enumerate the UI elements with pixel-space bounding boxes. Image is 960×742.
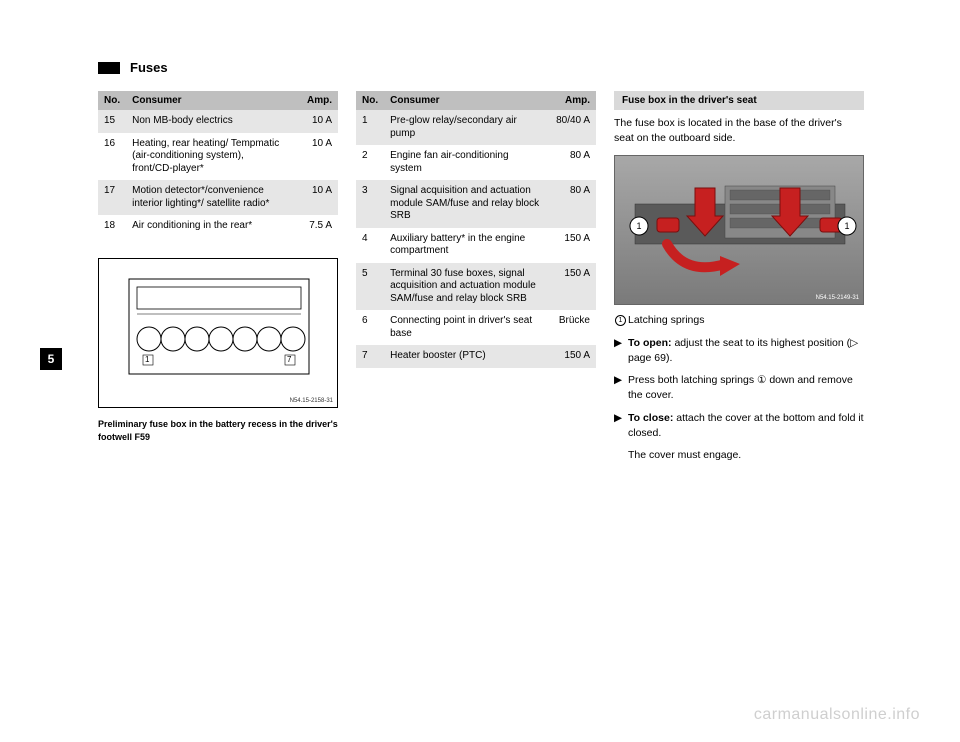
cell-consumer: Signal acquisition and actuation module … bbox=[384, 180, 546, 228]
photo-image-id: N54.15-2149-31 bbox=[816, 295, 859, 301]
cell-amp: 150 A bbox=[546, 263, 596, 311]
outro-text: The cover must engage. bbox=[628, 448, 864, 463]
table-row: 1 Pre-glow relay/secondary air pump 80/4… bbox=[356, 110, 596, 145]
section-title: Fuse box in the driver's seat bbox=[614, 91, 864, 110]
cell-consumer: Heating, rear heating/ Tempmatic (air-co… bbox=[126, 133, 288, 181]
page-header: Fuses bbox=[98, 60, 910, 75]
triangle-icon: ▶ bbox=[614, 411, 628, 440]
table-row: 15 Non MB-body electrics 10 A bbox=[98, 110, 338, 133]
column-1: No. Consumer Amp. 15 Non MB-body electri… bbox=[98, 91, 338, 473]
diagram-image-id: N54.15-2158-31 bbox=[290, 398, 333, 404]
cell-no: 2 bbox=[356, 145, 384, 180]
cell-consumer: Connecting point in driver's seat base bbox=[384, 310, 546, 345]
cell-no: 6 bbox=[356, 310, 384, 345]
col-amp: Amp. bbox=[546, 91, 596, 110]
step-text: To close: attach the cover at the bottom… bbox=[628, 411, 864, 440]
step-item: ▶ To close: attach the cover at the bott… bbox=[614, 411, 864, 440]
cell-amp: 150 A bbox=[546, 345, 596, 368]
col-consumer: Consumer bbox=[384, 91, 546, 110]
diagram-caption: Preliminary fuse box in the battery rece… bbox=[98, 418, 338, 445]
diagram-wrap: 1 7 N54.15-2158-31 Preliminary fuse box … bbox=[98, 258, 338, 445]
cell-amp: 10 A bbox=[288, 180, 338, 215]
diagram-label-right: 7 bbox=[287, 355, 291, 364]
col-consumer: Consumer bbox=[126, 91, 288, 110]
cell-amp: 80 A bbox=[546, 145, 596, 180]
page-title: Fuses bbox=[130, 60, 168, 75]
cell-no: 7 bbox=[356, 345, 384, 368]
cell-consumer: Auxiliary battery* in the engine compart… bbox=[384, 228, 546, 263]
legend-item: 1 Latching springs bbox=[614, 313, 864, 328]
cell-amp: 80/40 A bbox=[546, 110, 596, 145]
content-columns: No. Consumer Amp. 15 Non MB-body electri… bbox=[98, 91, 910, 473]
triangle-icon: ▶ bbox=[614, 336, 628, 365]
circle-1-icon: 1 bbox=[614, 313, 628, 328]
seat-fusebox-photo: 1 1 N54.15-2149-31 bbox=[614, 155, 864, 305]
cell-no: 5 bbox=[356, 263, 384, 311]
fusebox-svg bbox=[99, 259, 339, 409]
cell-consumer: Terminal 30 fuse boxes, signal acquisiti… bbox=[384, 263, 546, 311]
photo-svg: 1 1 bbox=[615, 156, 865, 306]
col-no: No. bbox=[98, 91, 126, 110]
legend-text: Latching springs bbox=[628, 313, 704, 328]
triangle-icon: ▶ bbox=[614, 373, 628, 402]
step-text: Press both latching springs ① down and r… bbox=[628, 373, 864, 402]
cell-amp: 10 A bbox=[288, 133, 338, 181]
watermark: carmanualsonline.info bbox=[754, 706, 920, 724]
step-item: ▶ Press both latching springs ① down and… bbox=[614, 373, 864, 402]
cell-amp: 80 A bbox=[546, 180, 596, 228]
fusebox-diagram: 1 7 N54.15-2158-31 bbox=[98, 258, 338, 408]
cell-consumer: Pre-glow relay/secondary air pump bbox=[384, 110, 546, 145]
intro-text: The fuse box is located in the base of t… bbox=[614, 116, 864, 145]
header-marker bbox=[98, 62, 120, 74]
svg-text:1: 1 bbox=[636, 221, 641, 231]
diagram-label-left: 1 bbox=[145, 355, 149, 364]
page: Fuses 5 No. Consumer Amp. 15 Non MB-body… bbox=[0, 0, 960, 742]
cell-amp: 150 A bbox=[546, 228, 596, 263]
table-row: 17 Motion detector*/convenience interior… bbox=[98, 180, 338, 215]
cell-no: 17 bbox=[98, 180, 126, 215]
cell-consumer: Heater booster (PTC) bbox=[384, 345, 546, 368]
cell-amp: Brücke bbox=[546, 310, 596, 345]
cell-consumer: Non MB-body electrics bbox=[126, 110, 288, 133]
cell-consumer: Motion detector*/convenience interior li… bbox=[126, 180, 288, 215]
cell-no: 15 bbox=[98, 110, 126, 133]
section-tab: 5 bbox=[40, 348, 62, 370]
cell-no: 18 bbox=[98, 215, 126, 238]
column-3: Fuse box in the driver's seat The fuse b… bbox=[614, 91, 864, 473]
svg-text:1: 1 bbox=[844, 221, 849, 231]
fuse-table-2: No. Consumer Amp. 1 Pre-glow relay/secon… bbox=[356, 91, 596, 368]
table-row: 7 Heater booster (PTC) 150 A bbox=[356, 345, 596, 368]
table-row: 16 Heating, rear heating/ Tempmatic (air… bbox=[98, 133, 338, 181]
cell-amp: 7.5 A bbox=[288, 215, 338, 238]
table-row: 3 Signal acquisition and actuation modul… bbox=[356, 180, 596, 228]
step-item: ▶ To open: adjust the seat to its highes… bbox=[614, 336, 864, 365]
cell-no: 3 bbox=[356, 180, 384, 228]
column-2: No. Consumer Amp. 1 Pre-glow relay/secon… bbox=[356, 91, 596, 473]
table-row: 4 Auxiliary battery* in the engine compa… bbox=[356, 228, 596, 263]
cell-no: 4 bbox=[356, 228, 384, 263]
col-amp: Amp. bbox=[288, 91, 338, 110]
step-text: To open: adjust the seat to its highest … bbox=[628, 336, 864, 365]
cell-consumer: Air conditioning in the rear* bbox=[126, 215, 288, 238]
cell-amp: 10 A bbox=[288, 110, 338, 133]
cell-consumer: Engine fan air-conditioning system bbox=[384, 145, 546, 180]
fuse-table-1: No. Consumer Amp. 15 Non MB-body electri… bbox=[98, 91, 338, 238]
table-row: 2 Engine fan air-conditioning system 80 … bbox=[356, 145, 596, 180]
cell-no: 1 bbox=[356, 110, 384, 145]
table-row: 5 Terminal 30 fuse boxes, signal acquisi… bbox=[356, 263, 596, 311]
table-row: 18 Air conditioning in the rear* 7.5 A bbox=[98, 215, 338, 238]
col-no: No. bbox=[356, 91, 384, 110]
table-row: 6 Connecting point in driver's seat base… bbox=[356, 310, 596, 345]
cell-no: 16 bbox=[98, 133, 126, 181]
